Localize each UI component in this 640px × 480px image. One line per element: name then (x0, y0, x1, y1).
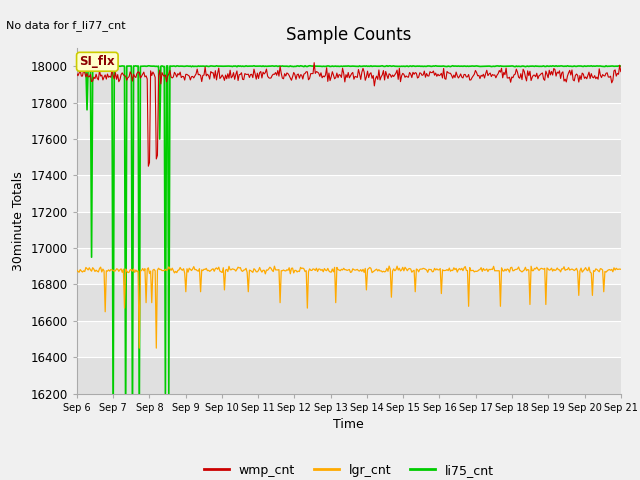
Bar (77, 212, 621, 248)
Bar (77, 357, 621, 394)
Title: Sample Counts: Sample Counts (286, 25, 412, 44)
Bar (77, 175, 621, 212)
Text: No data for f_li77_cnt: No data for f_li77_cnt (6, 20, 125, 31)
Legend: wmp_cnt, lgr_cnt, li75_cnt: wmp_cnt, lgr_cnt, li75_cnt (198, 458, 499, 480)
Y-axis label: 30minute Totals: 30minute Totals (12, 171, 25, 271)
Bar (77, 139, 621, 175)
Text: SI_flx: SI_flx (79, 55, 115, 68)
X-axis label: Time: Time (333, 418, 364, 431)
Bar (77, 321, 621, 357)
Bar (77, 285, 621, 321)
Bar (77, 248, 621, 285)
Bar (77, 103, 621, 139)
Bar (77, 66, 621, 103)
